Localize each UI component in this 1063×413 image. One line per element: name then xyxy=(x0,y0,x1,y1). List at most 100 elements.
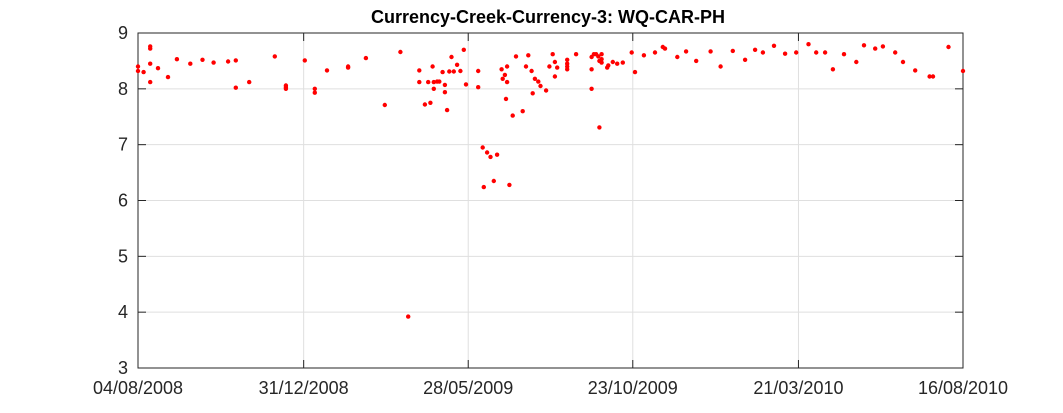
y-tick-label: 6 xyxy=(118,191,128,211)
data-point xyxy=(620,60,625,65)
data-point xyxy=(552,59,558,65)
data-point xyxy=(458,68,463,74)
data-point xyxy=(188,61,193,66)
data-point xyxy=(547,64,552,69)
data-point xyxy=(752,47,758,52)
data-point xyxy=(398,49,403,55)
x-tick-label: 28/05/2009 xyxy=(423,378,513,398)
data-point xyxy=(565,57,570,62)
data-point xyxy=(500,76,505,82)
data-point xyxy=(437,79,442,84)
data-point xyxy=(543,88,549,93)
data-point xyxy=(481,184,486,190)
data-point xyxy=(513,54,519,59)
data-point xyxy=(363,55,369,61)
data-point xyxy=(596,54,601,59)
data-point xyxy=(442,90,448,95)
data-point xyxy=(652,50,658,55)
data-point xyxy=(589,86,594,92)
data-point xyxy=(345,65,351,70)
data-point xyxy=(599,52,604,57)
data-point xyxy=(148,46,153,51)
data-point xyxy=(880,44,886,49)
data-point xyxy=(406,314,411,319)
data-point xyxy=(233,58,238,63)
data-point xyxy=(148,79,153,85)
data-point xyxy=(708,49,713,54)
data-point xyxy=(550,52,555,57)
data-point xyxy=(233,85,238,90)
data-point xyxy=(422,102,428,107)
data-point xyxy=(683,49,689,54)
data-point xyxy=(283,86,289,92)
data-point xyxy=(442,82,448,88)
data-point xyxy=(484,150,490,155)
data-point xyxy=(555,65,560,70)
data-point xyxy=(520,109,525,114)
data-point xyxy=(324,68,330,73)
data-point xyxy=(675,54,680,60)
data-point xyxy=(225,59,231,64)
data-point xyxy=(946,44,951,50)
data-point xyxy=(606,63,611,68)
data-point xyxy=(431,86,436,92)
x-tick-label: 04/08/2008 xyxy=(93,378,183,398)
data-point xyxy=(428,100,433,106)
data-point xyxy=(211,60,216,65)
x-tick-label: 21/03/2010 xyxy=(753,378,843,398)
data-point xyxy=(476,85,481,90)
axis-ticks xyxy=(137,32,964,369)
data-point xyxy=(873,46,878,51)
data-point xyxy=(760,50,766,55)
data-point xyxy=(806,42,811,47)
data-point xyxy=(523,64,529,69)
data-point xyxy=(499,67,504,72)
data-point xyxy=(573,52,579,57)
data-point xyxy=(854,59,859,65)
chart-title: Currency-Creek-Currency-3: WQ-CAR-PH xyxy=(371,7,725,27)
data-point xyxy=(526,53,531,58)
data-point xyxy=(449,54,454,60)
data-point xyxy=(599,57,604,62)
data-point xyxy=(431,79,436,85)
data-point xyxy=(312,86,317,92)
data-point xyxy=(135,68,141,74)
data-point xyxy=(893,50,898,55)
data-point xyxy=(382,102,387,108)
y-tick-label: 5 xyxy=(118,246,128,266)
data-point xyxy=(426,79,431,85)
data-point xyxy=(491,178,496,184)
data-point xyxy=(913,68,918,73)
data-point xyxy=(861,43,867,48)
data-point xyxy=(599,60,604,65)
data-point xyxy=(529,68,534,74)
data-point xyxy=(200,57,205,62)
data-point xyxy=(694,58,699,64)
data-point xyxy=(538,83,543,89)
data-point xyxy=(718,64,723,69)
data-point xyxy=(632,69,638,75)
data-point xyxy=(417,68,422,73)
data-point xyxy=(536,79,541,84)
data-point xyxy=(165,74,171,80)
data-point xyxy=(272,54,277,59)
data-point xyxy=(502,72,508,78)
data-point xyxy=(742,57,748,62)
data-point xyxy=(148,61,153,66)
data-point xyxy=(629,50,634,55)
data-point xyxy=(503,96,509,102)
data-point xyxy=(565,67,570,72)
data-point xyxy=(730,48,735,54)
data-point xyxy=(155,66,161,71)
data-point xyxy=(927,74,932,79)
y-tick-label: 9 xyxy=(118,23,128,43)
x-tick-label: 23/10/2009 xyxy=(588,378,678,398)
data-point xyxy=(507,182,512,188)
data-point xyxy=(900,59,906,65)
data-point xyxy=(615,61,620,66)
y-tick-label: 7 xyxy=(118,135,128,155)
data-point xyxy=(530,91,535,96)
data-point xyxy=(430,64,435,69)
data-points xyxy=(135,42,966,319)
